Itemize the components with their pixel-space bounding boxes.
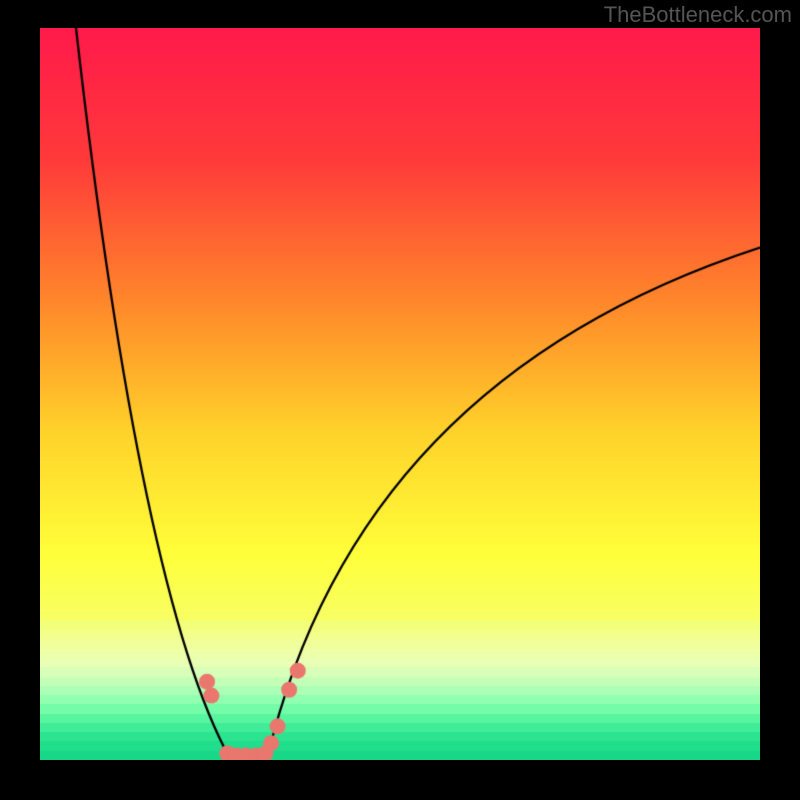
bottleneck-curve-canvas (40, 28, 760, 760)
watermark-text: TheBottleneck.com (604, 2, 792, 28)
chart-stage: TheBottleneck.com (0, 0, 800, 800)
